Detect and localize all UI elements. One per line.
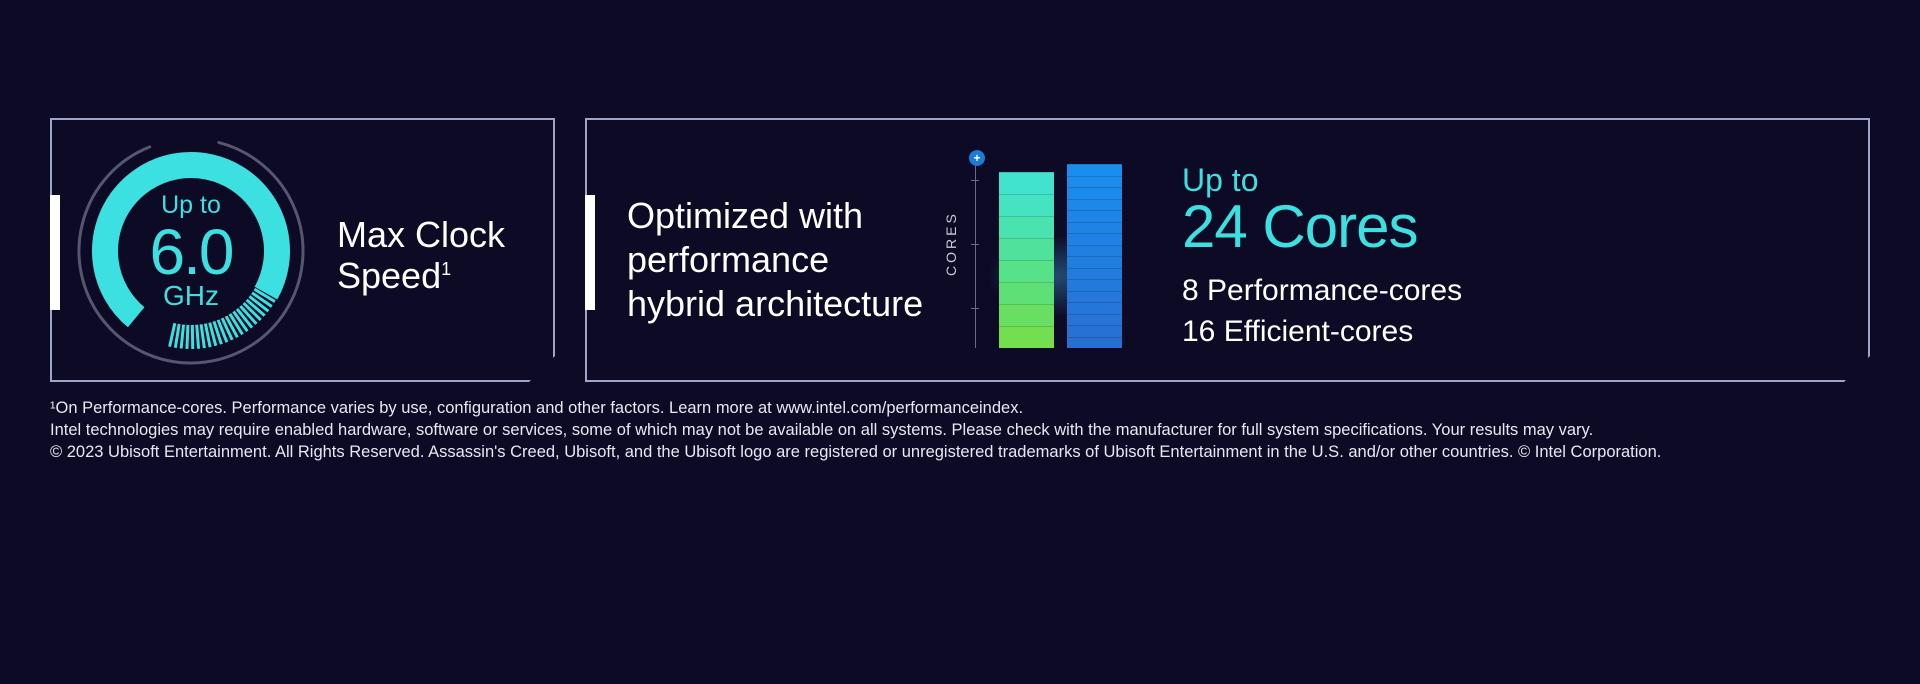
bars-glow: [957, 216, 1157, 336]
gauge-unit: GHz: [163, 280, 219, 312]
max-clock-sup: 1: [441, 259, 451, 279]
opt-line-3: hybrid architecture: [627, 282, 923, 326]
p-cores-line: 8 Performance-cores: [1182, 271, 1462, 312]
opt-line-2: performance: [627, 238, 923, 282]
plus-icon: +: [969, 150, 985, 166]
clock-speed-card: Up to 6.0 GHz Max Clock Speed1: [50, 118, 555, 382]
max-clock-text: Max Clock Speed: [337, 214, 505, 296]
performance-cores-bar: [999, 172, 1054, 348]
footnote-1: ¹On Performance-cores. Performance varie…: [50, 398, 1870, 420]
gauge-value: 6.0: [150, 220, 233, 284]
clock-speed-gauge: Up to 6.0 GHz: [72, 132, 310, 370]
cores-card: Optimized with performance hybrid archit…: [585, 118, 1870, 382]
cores-axis-label: CORES: [943, 211, 959, 276]
footnote-3: © 2023 Ubisoft Entertainment. All Rights…: [50, 442, 1870, 464]
e-cores-line: 16 Efficient-cores: [1182, 312, 1462, 353]
footnotes: ¹On Performance-cores. Performance varie…: [50, 398, 1870, 463]
cores-headline: 24 Cores: [1182, 197, 1462, 257]
axis-line: [975, 166, 976, 348]
opt-line-1: Optimized with: [627, 194, 923, 238]
efficient-cores-bar: [1067, 164, 1122, 348]
footnote-2: Intel technologies may require enabled h…: [50, 420, 1870, 442]
max-clock-label: Max Clock Speed1: [337, 214, 553, 297]
optimized-text: Optimized with performance hybrid archit…: [627, 194, 923, 326]
cores-text-block: Up to 24 Cores 8 Performance-cores 16 Ef…: [1182, 162, 1462, 352]
cores-bars: CORES +: [947, 156, 1207, 356]
